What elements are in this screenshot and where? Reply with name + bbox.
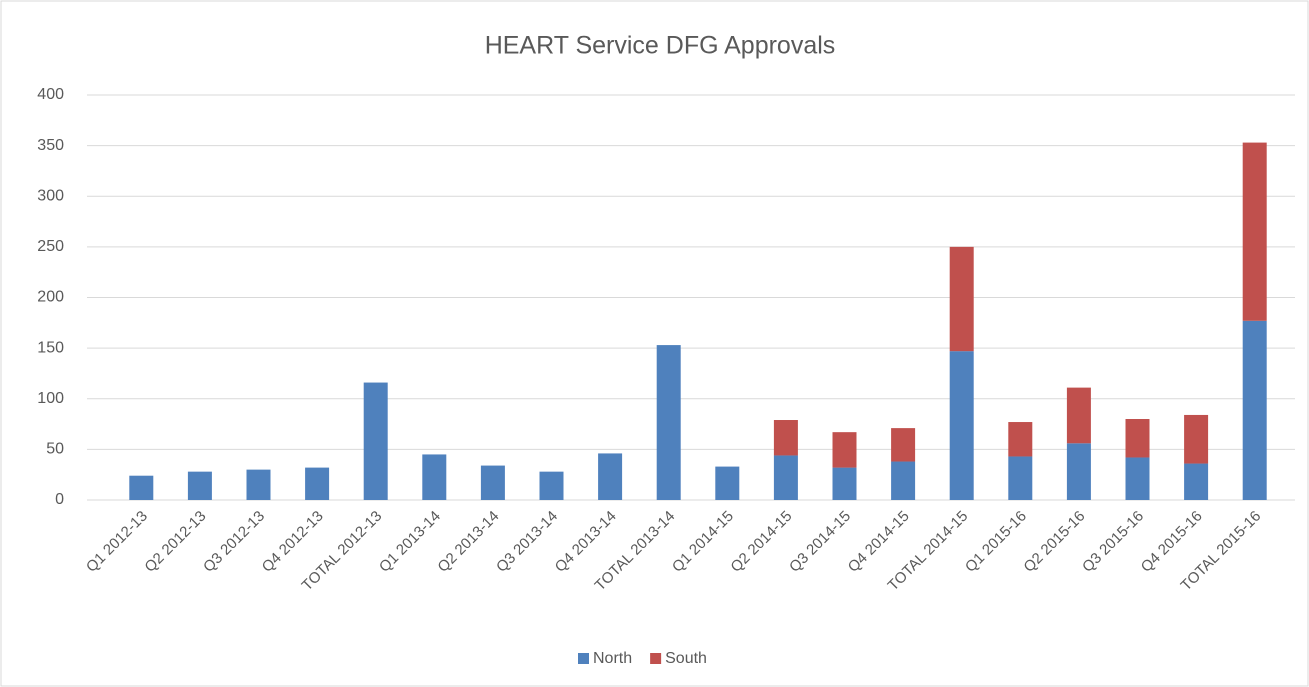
bar-segment: [832, 467, 857, 500]
bar-segment: [539, 471, 564, 500]
bar-segment: [949, 246, 974, 352]
y-tick-label: 100: [37, 390, 64, 407]
bar-segment: [480, 465, 505, 500]
bar-segment: [1125, 419, 1150, 458]
bar-segment: [1184, 414, 1209, 464]
y-tick-label: 200: [37, 289, 64, 306]
bar-segment: [187, 471, 212, 500]
y-tick-label: 400: [37, 86, 64, 103]
y-tick-label: 150: [37, 339, 64, 356]
bar-segment: [246, 469, 271, 500]
legend-label: South: [665, 650, 707, 667]
bar-segment: [773, 455, 798, 500]
legend-swatch: [578, 653, 589, 664]
bar-segment: [422, 454, 447, 500]
legend-swatch: [650, 653, 662, 664]
y-tick-label: 300: [37, 187, 64, 204]
y-tick-label: 350: [37, 137, 64, 154]
bar-segment: [1066, 387, 1091, 444]
bar-segment: [891, 428, 916, 462]
legend-label: North: [593, 650, 632, 667]
bar-segment: [1008, 422, 1033, 457]
bar-segment: [773, 420, 798, 456]
bar-segment: [1184, 463, 1209, 500]
bar-segment: [1242, 142, 1267, 321]
bar-segment: [891, 461, 916, 500]
y-tick-label: 250: [37, 238, 64, 255]
y-tick-label: 0: [55, 491, 64, 508]
bar-segment: [715, 466, 740, 500]
bar-segment: [305, 467, 330, 500]
bar-segment: [949, 351, 974, 500]
bar-segment: [1125, 457, 1150, 500]
bar-segment: [1066, 443, 1091, 500]
bar-segment: [1008, 456, 1033, 500]
bar-segment: [129, 475, 154, 500]
chart-title: HEART Service DFG Approvals: [485, 32, 836, 60]
bar-segment: [598, 453, 623, 500]
bar-segment: [832, 432, 857, 468]
bar-segment: [656, 345, 681, 500]
y-tick-label: 50: [46, 441, 64, 458]
bar-segment: [1242, 320, 1267, 500]
bar-segment: [363, 382, 388, 500]
